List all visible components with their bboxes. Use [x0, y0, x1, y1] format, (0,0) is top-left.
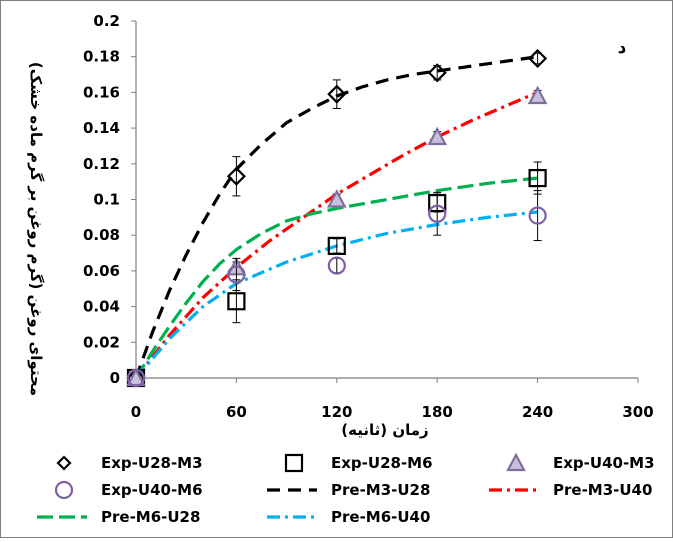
- y-tick-label: 0.14: [83, 119, 120, 137]
- axes: [131, 20, 639, 383]
- x-tick-label: 0: [131, 403, 141, 421]
- y-axis-title: محتوای روغن (گرم روغن بر گرم ماده خشک): [27, 62, 45, 396]
- line-pre-m6-u28: [134, 176, 538, 379]
- point-exp-u40-m3: [427, 126, 448, 146]
- legend-label-pre-m3-u40: Pre-M3-U40: [553, 481, 652, 499]
- legend-swatch-exp-u40-m3: [506, 452, 526, 472]
- x-tick-label: 300: [622, 403, 653, 421]
- point-exp-u40-m3: [527, 85, 548, 105]
- y-tick-labels: 0 0.02 0.04 0.06 0.08 0.1 0.12 0.14 0.16 0.18 0.2: [83, 12, 120, 387]
- legend-label-pre-m6-u40: Pre-M6-U40: [331, 508, 430, 526]
- experimental-points: [126, 48, 548, 388]
- y-tick-label: 0: [110, 369, 120, 387]
- legend-label-exp-u28-m6: Exp-U28-M6: [331, 454, 433, 472]
- legend-label-pre-m6-u28: Pre-M6-U28: [101, 508, 200, 526]
- y-tick-label: 0.12: [83, 155, 120, 173]
- x-tick-labels: 0 60 120 180 240 300: [131, 403, 654, 421]
- point-exp-u40-m6: [528, 206, 547, 225]
- legend-label-exp-u40-m6: Exp-U40-M6: [101, 481, 203, 499]
- point-exp-u28-m3: [327, 84, 347, 104]
- legend-label-exp-u28-m3: Exp-U28-M3: [101, 454, 203, 472]
- y-tick-label: 0.02: [83, 333, 120, 351]
- legend-swatch-exp-u28-m3: [56, 455, 72, 471]
- x-tick-label: 240: [522, 403, 553, 421]
- y-tick-label: 0.04: [83, 298, 120, 316]
- point-exp-u40-m6: [428, 204, 447, 223]
- point-exp-u28-m3: [427, 63, 447, 83]
- y-tick-label: 0.08: [83, 226, 120, 244]
- point-exp-u28-m3: [226, 166, 246, 186]
- line-pre-m6-u40: [134, 210, 538, 380]
- y-tick-label: 0.16: [83, 83, 120, 101]
- point-exp-u40-m3: [326, 189, 347, 208]
- x-tick-label: 60: [226, 403, 247, 421]
- y-tick-label: 0.1: [93, 191, 120, 209]
- prediction-lines: [134, 55, 539, 380]
- line-pre-m3-u28: [134, 55, 538, 379]
- x-tick-label: 120: [321, 403, 352, 421]
- x-axis-title: زمان (ثانیه): [341, 421, 428, 439]
- y-tick-label: 0.18: [83, 48, 120, 66]
- point-exp-u40-m6: [327, 256, 346, 275]
- point-exp-u28-m3: [528, 48, 548, 69]
- legend-swatch-exp-u40-m6: [54, 480, 74, 500]
- point-exp-u28-m6: [227, 292, 246, 311]
- point-exp-u40-m6: [227, 265, 246, 284]
- legend: Exp-U28-M3 Exp-U28-M6 Exp-U40-M3 Exp-U40-M6…: [37, 452, 655, 526]
- point-exp-u28-m6: [327, 236, 346, 256]
- line-pre-m3-u40: [134, 90, 539, 379]
- y-tick-label: 0.2: [93, 12, 120, 30]
- panel-label: د: [618, 38, 627, 58]
- point-exp-u40-m6: [126, 368, 146, 388]
- y-tick-label: 0.06: [83, 262, 120, 280]
- legend-label-pre-m3-u28: Pre-M3-U28: [331, 481, 430, 499]
- legend-label-exp-u40-m3: Exp-U40-M3: [553, 454, 655, 472]
- point-exp-u28-m6: [528, 168, 547, 188]
- x-tick-label: 180: [422, 403, 453, 421]
- legend-swatch-exp-u28-m6: [284, 453, 304, 473]
